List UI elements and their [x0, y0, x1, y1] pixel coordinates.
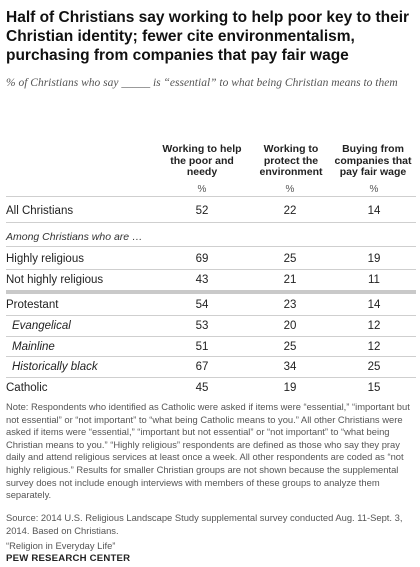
table-cell: 19	[367, 253, 381, 265]
chart-title: Half of Christians say working to help p…	[6, 9, 410, 64]
row-divider	[6, 377, 416, 378]
column-header-fair-wage: Buying from companies that pay fair wage	[334, 143, 412, 178]
table-cell: 22	[283, 205, 297, 217]
section-divider	[6, 290, 416, 294]
unit-label-environment: %	[285, 184, 295, 195]
row-label: Highly religious	[6, 253, 84, 265]
section-label: Among Christians who are …	[6, 231, 143, 243]
table-cell: 53	[195, 320, 209, 332]
unit-label-fair-wage: %	[369, 184, 379, 195]
row-label: Evangelical	[12, 320, 71, 332]
table-cell: 21	[283, 274, 297, 286]
table-cell: 52	[195, 205, 209, 217]
column-header-environment: Working to protect the environment	[259, 143, 323, 178]
brand-label: PEW RESEARCH CENTER	[6, 553, 131, 564]
table-cell: 14	[367, 299, 381, 311]
table-cell: 12	[367, 341, 381, 353]
table-cell: 25	[367, 361, 381, 373]
report-title: “Religion in Everyday Life”	[6, 540, 116, 551]
row-label: Historically black	[12, 361, 98, 373]
row-label: All Christians	[6, 205, 74, 217]
chart-subtitle: % of Christians who say _____ is “essent…	[6, 77, 398, 89]
table-cell: 20	[283, 320, 297, 332]
row-divider	[6, 246, 416, 247]
table-cell: 19	[283, 382, 297, 394]
table-cell: 15	[367, 382, 381, 394]
table-cell: 67	[195, 361, 209, 373]
row-divider	[6, 356, 416, 357]
table-cell: 23	[283, 299, 297, 311]
row-divider	[6, 222, 416, 223]
table-cell: 25	[283, 341, 297, 353]
table-cell: 69	[195, 253, 209, 265]
header-divider	[6, 196, 416, 197]
table-cell: 34	[283, 361, 297, 373]
row-divider	[6, 336, 416, 337]
table-cell: 45	[195, 382, 209, 394]
chart-note: Note: Respondents who identified as Cath…	[6, 401, 410, 501]
row-label: Protestant	[6, 299, 59, 311]
table-cell: 43	[195, 274, 209, 286]
table-cell: 25	[283, 253, 297, 265]
table-cell: 14	[367, 205, 381, 217]
row-label: Catholic	[6, 382, 48, 394]
row-divider	[6, 315, 416, 316]
row-label: Not highly religious	[6, 274, 104, 286]
table-cell: 51	[195, 341, 209, 353]
table-cell: 54	[195, 299, 209, 311]
row-divider	[6, 269, 416, 270]
unit-label-help-poor: %	[197, 184, 207, 195]
table-cell: 12	[367, 320, 381, 332]
column-header-help-poor: Working to help the poor and needy	[162, 143, 242, 178]
chart-source: Source: 2014 U.S. Religious Landscape St…	[6, 512, 403, 536]
table-cell: 11	[368, 274, 380, 286]
row-label: Mainline	[12, 341, 55, 353]
